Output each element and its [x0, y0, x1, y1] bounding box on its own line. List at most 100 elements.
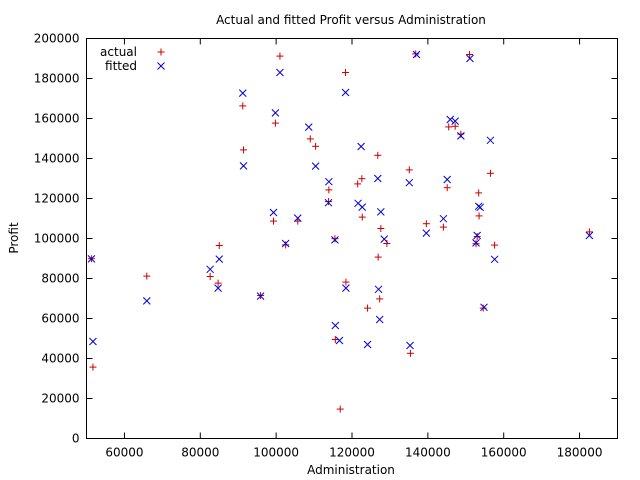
x-tick-label: 100000 [253, 446, 299, 460]
actual-point [269, 217, 277, 225]
fitted-point [446, 115, 455, 124]
fitted-point [374, 285, 383, 294]
fitted-point [406, 341, 414, 350]
actual-point [376, 295, 384, 303]
fitted-point [87, 255, 96, 263]
y-tick-label: 200000 [34, 32, 80, 46]
fitted-point [473, 231, 482, 240]
x-axis-label: Administration [307, 463, 395, 477]
actual-point [439, 223, 447, 231]
actual-point [206, 273, 214, 280]
fitted-point [451, 117, 460, 125]
fitted-point [585, 231, 594, 240]
actual-point [215, 242, 223, 249]
actual-point [374, 151, 382, 159]
y-tick-label: 180000 [34, 72, 80, 86]
fitted-point [357, 142, 365, 151]
legend-marker-actual [157, 48, 165, 56]
x-axis: 60000 80000 100000 120000 140000 160000 180000 [105, 38, 602, 460]
y-axis: 0 20000 40000 60000 80000 100000 120000 140000 1… [34, 32, 618, 446]
fitted-point [215, 255, 224, 263]
actual-point [325, 186, 333, 194]
actual-point [271, 119, 279, 127]
actual-point [324, 198, 332, 205]
fitted-point [443, 175, 452, 184]
x-tick-label: 120000 [329, 446, 375, 460]
fitted-point [422, 229, 431, 237]
fitted-point [238, 89, 247, 97]
legend-label-actual: actual [100, 45, 137, 59]
actual-point [336, 405, 344, 413]
fitted-point [457, 132, 465, 140]
actual-point [331, 336, 339, 343]
fitted-point [375, 315, 384, 324]
x-tick-label: 140000 [405, 446, 451, 460]
actual-point [422, 220, 430, 228]
actual-point [143, 272, 151, 280]
actual-point [331, 235, 339, 243]
fitted-point [214, 284, 222, 292]
fitted-point [341, 88, 350, 97]
y-tick-label: 60000 [41, 312, 79, 326]
actual-point [466, 51, 474, 58]
x-tick-label: 60000 [105, 446, 143, 460]
actual-point [405, 166, 413, 174]
actual-point [282, 241, 290, 249]
actual-point [358, 213, 366, 221]
fitted-point [276, 68, 284, 77]
fitted-point [239, 162, 248, 170]
actual-point [364, 304, 372, 312]
fitted-point [363, 340, 372, 349]
fitted-point [376, 208, 385, 216]
fitted-point [480, 303, 488, 312]
fitted-point [256, 292, 265, 300]
x-tick-label: 160000 [481, 446, 527, 460]
x-tick-label: 80000 [181, 446, 219, 460]
fitted-point [439, 214, 448, 223]
fitted-point [476, 203, 485, 212]
fitted-point [380, 235, 389, 243]
fitted-point [142, 297, 151, 305]
fitted-point [304, 123, 313, 131]
actual-point [445, 123, 453, 131]
fitted-point [271, 109, 280, 117]
actual-point [475, 189, 483, 197]
actual-point [306, 135, 314, 143]
actual-point [491, 241, 499, 249]
fitted-point [89, 337, 97, 346]
fitted-point [490, 255, 499, 264]
fitted-point [358, 203, 367, 211]
actual-point [473, 233, 481, 240]
actual-point [89, 363, 97, 371]
legend-label-fitted: fitted [105, 59, 137, 73]
actual-point [374, 253, 382, 261]
fitted-point [311, 162, 320, 170]
fitted-point [281, 239, 290, 248]
actual-point [377, 225, 385, 232]
actual-point [451, 122, 459, 130]
actual-point [486, 169, 494, 177]
legend-marker-fitted [157, 62, 165, 70]
fitted-point [335, 336, 344, 345]
fitted-point [206, 265, 215, 274]
fitted-point [342, 284, 350, 292]
y-tick-label: 80000 [41, 272, 79, 286]
fitted-point [269, 208, 278, 217]
actual-point [406, 349, 414, 357]
actual-point [239, 102, 247, 110]
y-tick-label: 40000 [41, 352, 79, 366]
actual-point [585, 228, 593, 236]
actual-point [276, 52, 284, 60]
fitted-point [293, 214, 302, 222]
y-axis-label: Profit [7, 222, 21, 254]
actual-point [354, 180, 362, 188]
fitted-point [325, 177, 333, 186]
fitted-point [373, 174, 382, 183]
fitted-point [486, 136, 495, 145]
legend: actual fitted [100, 45, 165, 73]
y-tick-label: 160000 [34, 112, 80, 126]
y-tick-label: 120000 [34, 192, 80, 206]
y-tick-label: 20000 [41, 392, 79, 406]
actual-point [240, 146, 248, 154]
